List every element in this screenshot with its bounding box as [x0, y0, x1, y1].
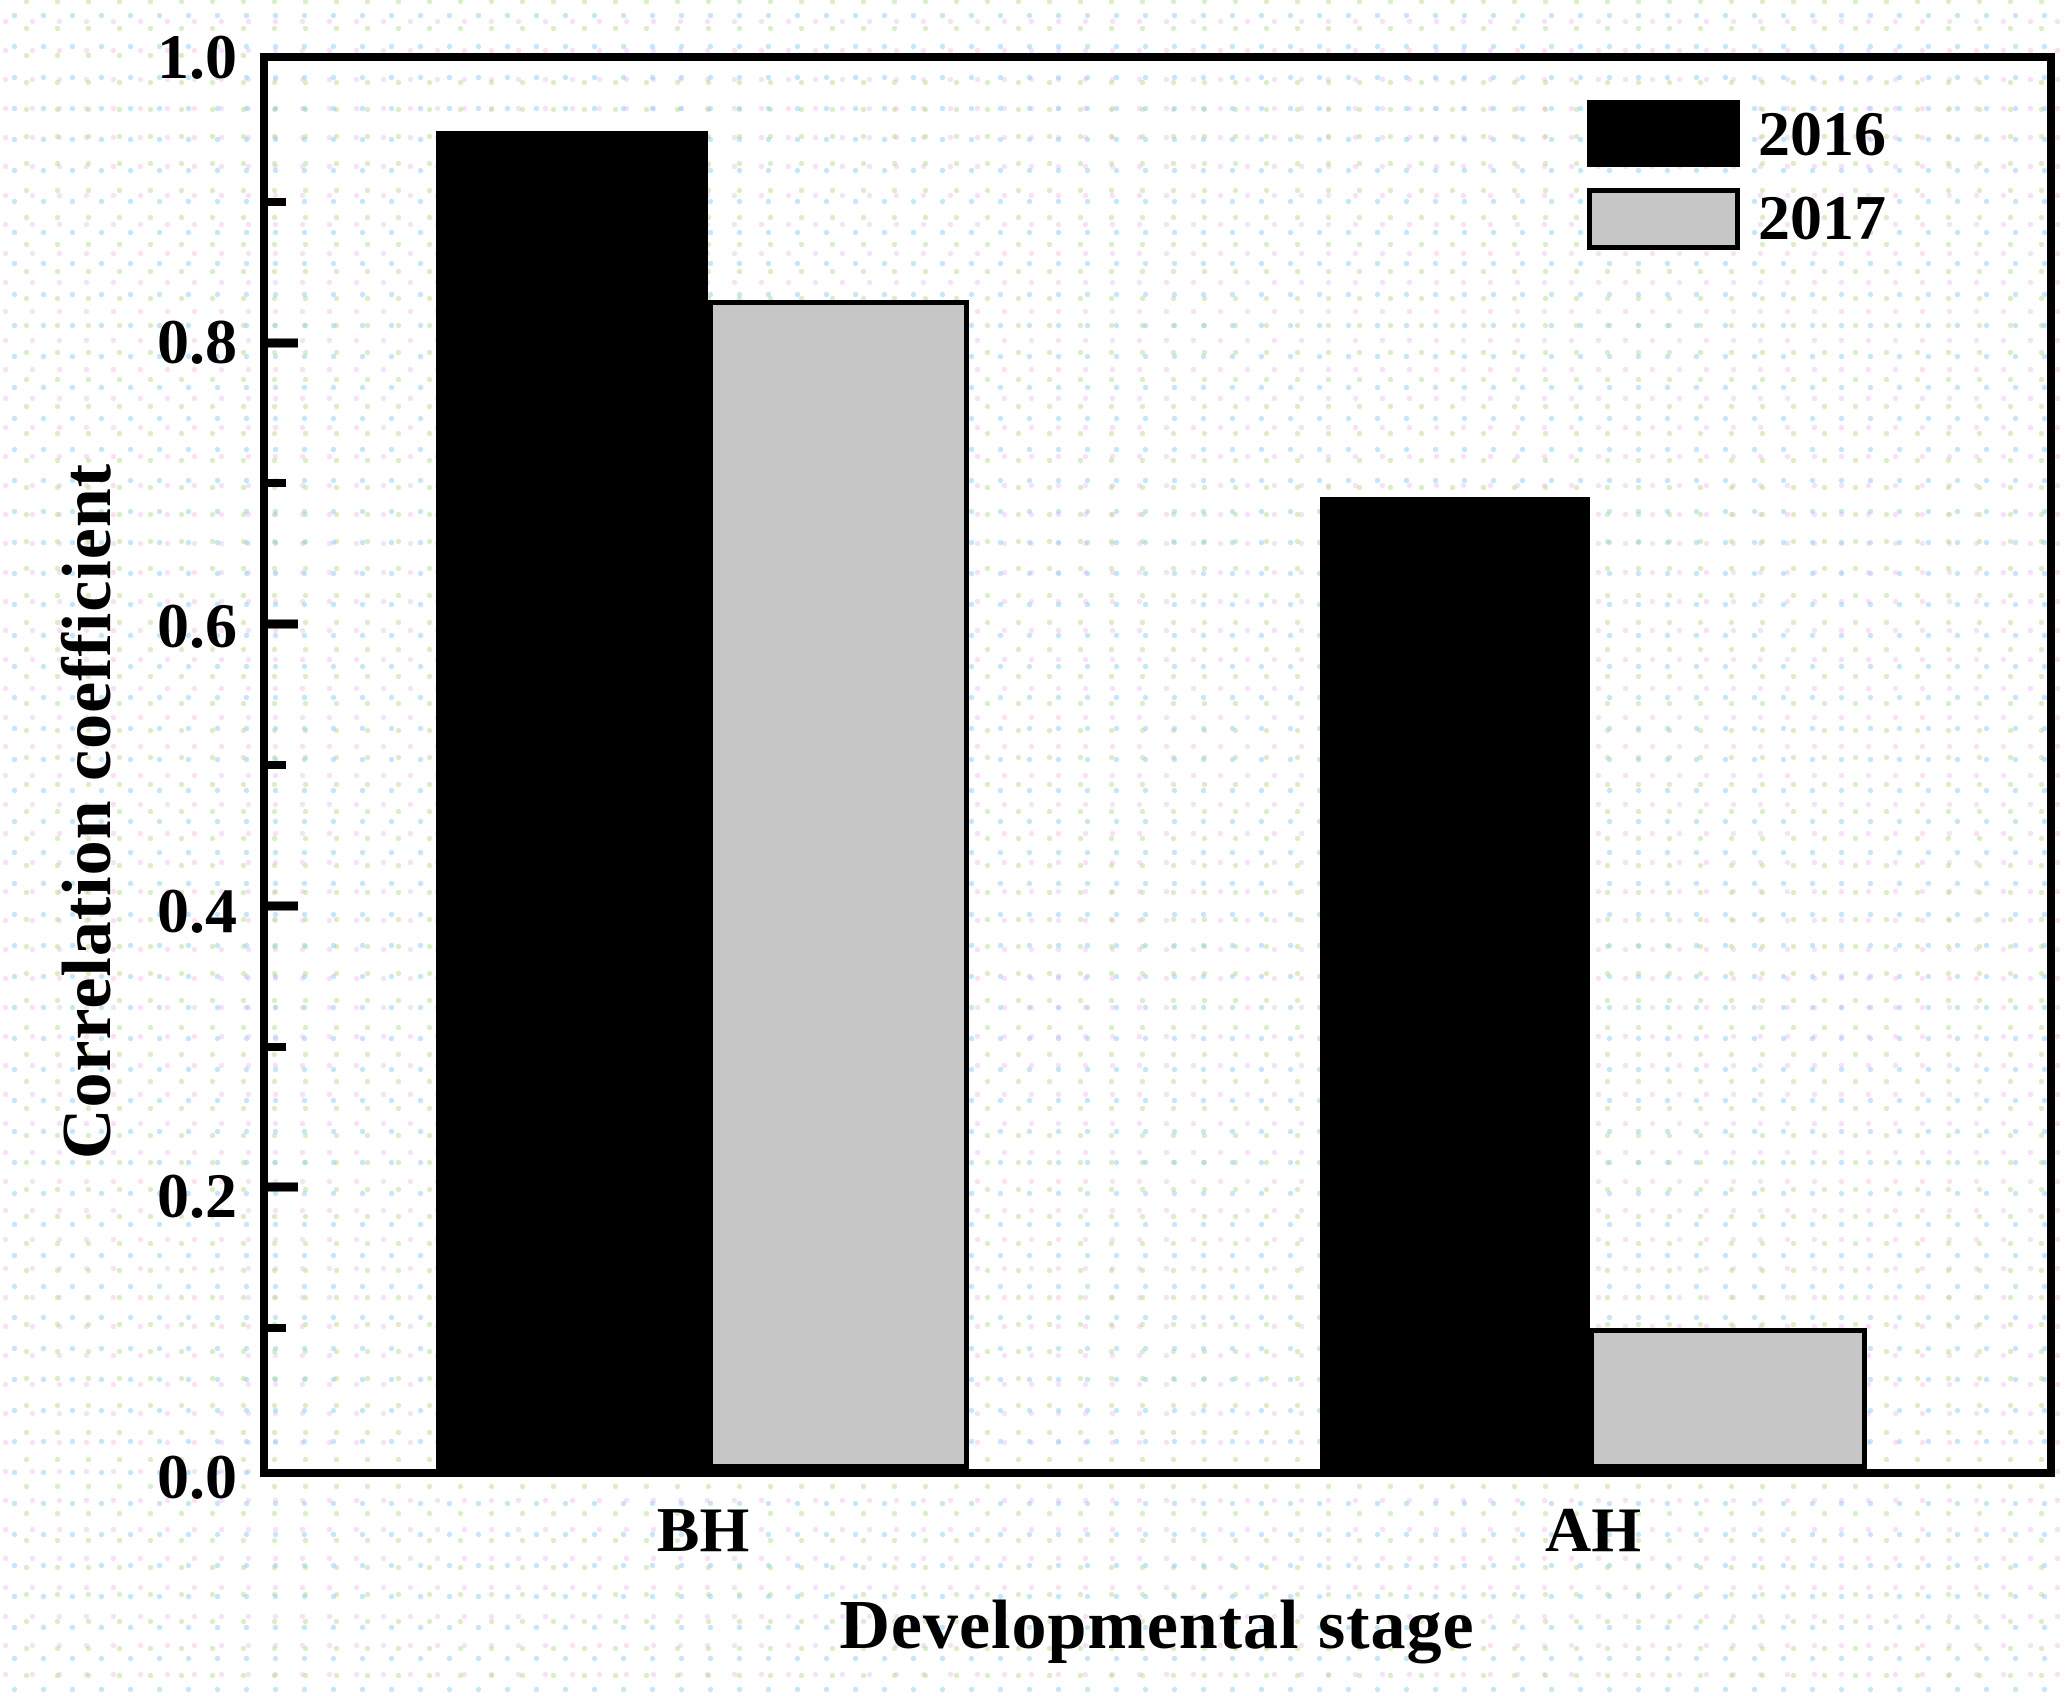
bar-bh-2016 [436, 131, 708, 1469]
y-major-tick-0.8 [268, 338, 298, 348]
y-major-tick-0.2 [268, 1182, 298, 1192]
y-tick-label-0.0: 0.0 [157, 1441, 237, 1512]
y-tick-label-0.8: 0.8 [157, 306, 237, 377]
legend-label-2017: 2017 [1758, 182, 1886, 253]
x-category-label-bh: BH [656, 1494, 750, 1565]
y-major-tick-0.4 [268, 901, 298, 911]
bar-bh-2017 [708, 300, 969, 1469]
x-category-label-ah: AH [1545, 1494, 1641, 1565]
legend-swatch-2016 [1587, 100, 1740, 167]
y-major-tick-0.6 [268, 619, 298, 629]
bar-ah-2016 [1320, 497, 1590, 1469]
y-tick-label-0.4: 0.4 [157, 875, 237, 946]
legend-swatch-2017 [1587, 188, 1740, 250]
y-tick-label-0.6: 0.6 [157, 590, 237, 661]
legend-label-2016: 2016 [1758, 98, 1886, 169]
y-axis-title: Correlation coefficient [49, 462, 126, 1160]
y-minor-tick-0.7 [268, 479, 286, 488]
x-axis-title: Developmental stage [839, 1587, 1475, 1664]
plot-area [260, 53, 2055, 1477]
y-tick-label-0.2: 0.2 [157, 1160, 237, 1231]
y-tick-label-1.0: 1.0 [157, 21, 237, 92]
bar-ah-2017 [1589, 1328, 1867, 1469]
y-minor-tick-0.9 [268, 197, 286, 206]
y-minor-tick-0.5 [268, 761, 286, 769]
y-minor-tick-0.3 [268, 1042, 286, 1051]
y-minor-tick-0.1 [268, 1324, 286, 1333]
